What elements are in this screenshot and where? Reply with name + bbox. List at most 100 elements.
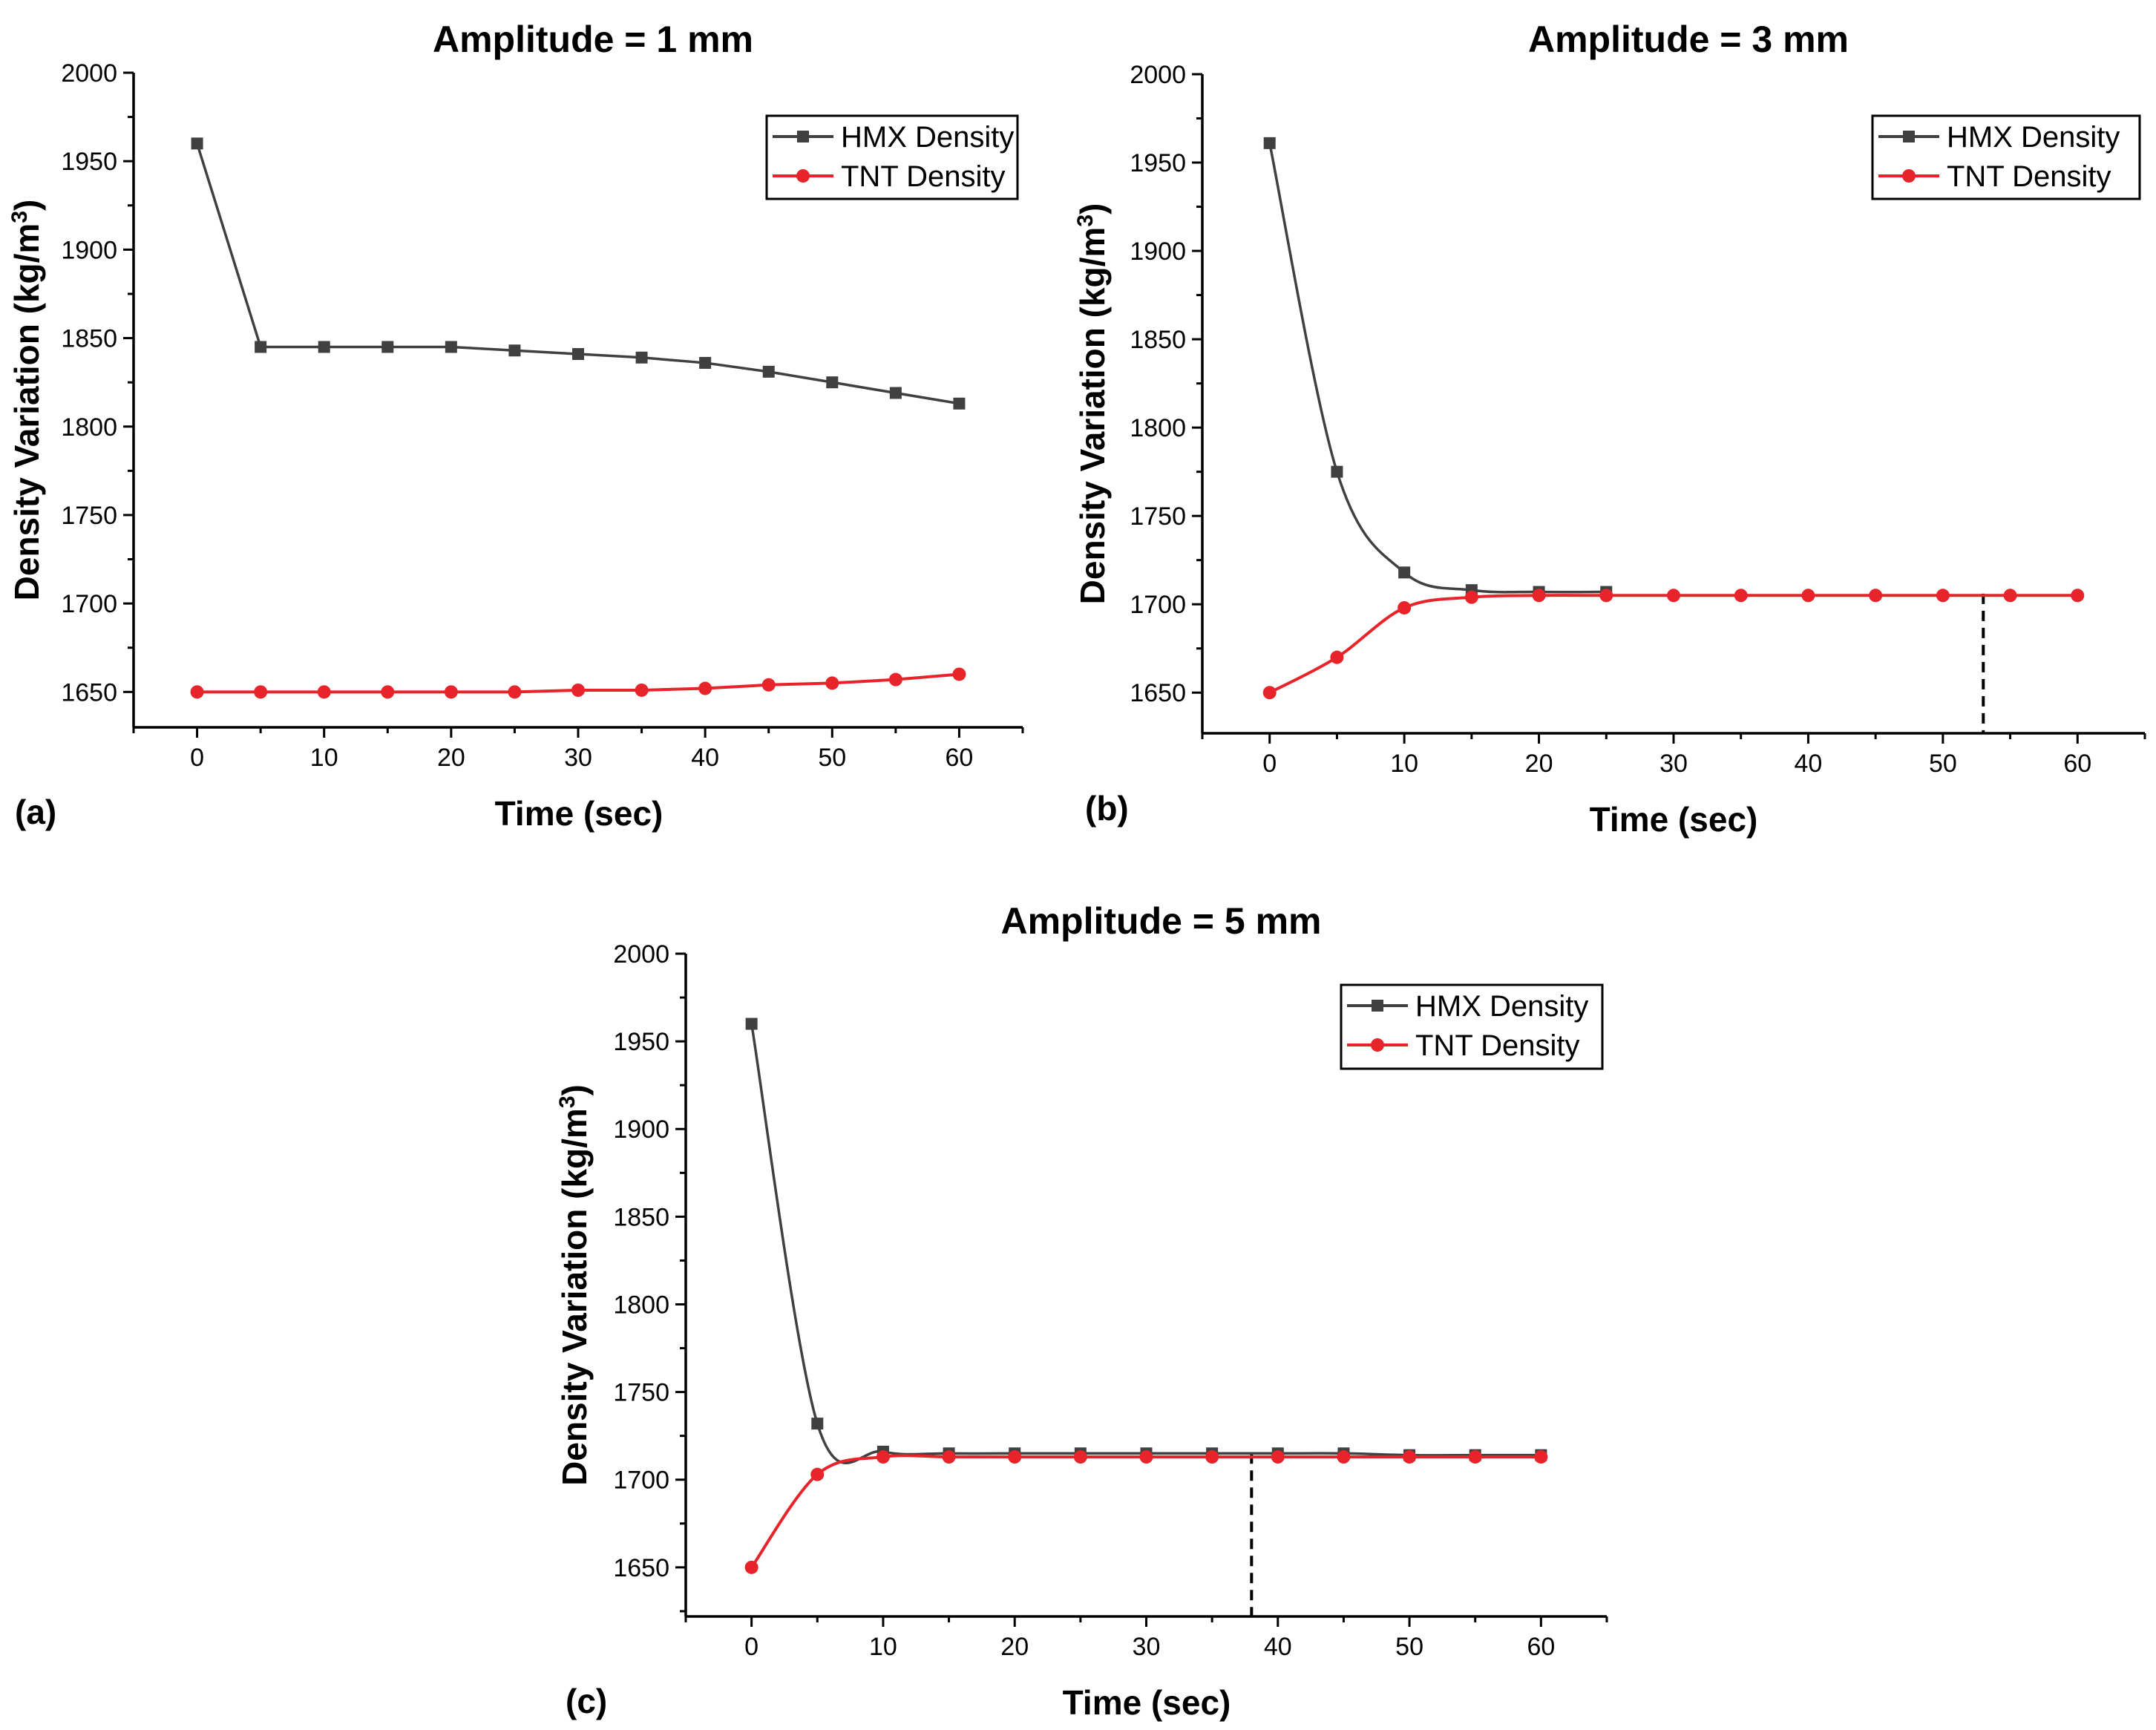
x-tick-label: 50 bbox=[1929, 750, 1957, 778]
y-axis-label-superscript: 3 bbox=[1073, 214, 1098, 227]
data-point bbox=[953, 397, 966, 410]
data-point bbox=[1337, 1450, 1351, 1464]
y-axis-label: Density Variation (kg/m3) bbox=[7, 200, 47, 601]
y-tick-label: 1800 bbox=[613, 1291, 669, 1319]
legend-box bbox=[765, 114, 1019, 200]
y-axis-label-end: ) bbox=[1073, 203, 1112, 214]
panel-label: (c) bbox=[566, 1682, 607, 1720]
series-tnt-density bbox=[190, 667, 966, 699]
legend: HMX Density TNT Density bbox=[765, 114, 1019, 200]
data-point bbox=[1599, 589, 1613, 603]
x-tick-label: 30 bbox=[564, 744, 592, 772]
data-point bbox=[381, 341, 394, 353]
series-line bbox=[750, 1454, 1541, 1569]
chart-title: Amplitude = 3 mm bbox=[1528, 19, 1849, 60]
panel-label: (a) bbox=[15, 793, 56, 831]
data-point bbox=[635, 351, 648, 364]
legend-label: HMX Density bbox=[1947, 121, 2120, 154]
chart-panel-0: Amplitude = 1 mm 1650 1700 1750 1800 1850 1900… bbox=[7, 19, 1024, 833]
legend: HMX Density TNT Density bbox=[1340, 983, 1604, 1070]
y-tick-label: 1700 bbox=[61, 590, 117, 618]
y-tick-label: 1650 bbox=[61, 678, 117, 707]
x-tick-label: 20 bbox=[1525, 750, 1553, 778]
legend-marker bbox=[796, 169, 810, 183]
data-point bbox=[888, 672, 902, 687]
legend-marker bbox=[1902, 169, 1916, 183]
x-tick-label: 60 bbox=[1527, 1633, 1555, 1661]
data-point bbox=[1331, 465, 1343, 478]
y-tick-label: 1750 bbox=[1130, 502, 1186, 531]
data-point bbox=[381, 685, 395, 699]
legend-label: TNT Density bbox=[841, 160, 1006, 193]
y-axis-label-superscript: 3 bbox=[7, 211, 32, 223]
data-point bbox=[508, 344, 521, 357]
y-tick-label: 1950 bbox=[613, 1028, 669, 1056]
x-tick-label: 30 bbox=[1133, 1633, 1161, 1661]
y-tick-label: 1800 bbox=[1130, 414, 1186, 442]
data-point bbox=[876, 1450, 890, 1464]
y-tick-label: 1750 bbox=[613, 1379, 669, 1407]
y-axis-label: Density Variation (kg/m3) bbox=[555, 1084, 594, 1486]
data-point bbox=[635, 683, 649, 697]
y-tick-label: 2000 bbox=[613, 940, 669, 969]
series-tnt-density bbox=[1262, 589, 2085, 700]
data-point bbox=[254, 685, 268, 699]
legend: HMX Density TNT Density bbox=[1871, 114, 2141, 200]
y-tick-label: 2000 bbox=[1130, 61, 1186, 89]
data-point bbox=[744, 1560, 758, 1574]
data-point bbox=[2003, 589, 2017, 603]
data-point bbox=[745, 1018, 758, 1030]
y-axis-label-main: Density Variation (kg/m bbox=[7, 223, 46, 601]
data-point bbox=[1403, 1450, 1417, 1464]
data-point bbox=[698, 681, 712, 695]
x-tick-label: 50 bbox=[1395, 1633, 1423, 1661]
chart-title: Amplitude = 1 mm bbox=[433, 19, 753, 60]
y-tick-label: 1950 bbox=[1130, 149, 1186, 177]
x-axis-label: Time (sec) bbox=[1590, 800, 1758, 839]
x-axis-label: Time (sec) bbox=[1063, 1683, 1231, 1722]
data-point bbox=[1869, 589, 1883, 603]
x-tick-label: 40 bbox=[1795, 750, 1823, 778]
data-point bbox=[1008, 1450, 1022, 1464]
legend-label: TNT Density bbox=[1415, 1029, 1580, 1062]
data-point bbox=[1534, 1450, 1548, 1464]
x-axis-label: Time (sec) bbox=[495, 794, 663, 833]
data-point bbox=[508, 685, 522, 699]
data-point bbox=[444, 685, 458, 699]
x-tick-label: 60 bbox=[2063, 750, 2091, 778]
data-point bbox=[317, 685, 331, 699]
data-point bbox=[1468, 1450, 1482, 1464]
y-tick-label: 1850 bbox=[613, 1203, 669, 1231]
series-line bbox=[1268, 594, 2078, 695]
series-line bbox=[1268, 142, 1607, 594]
x-tick-label: 40 bbox=[691, 744, 719, 772]
data-point bbox=[255, 341, 267, 353]
data-point bbox=[1073, 1450, 1087, 1464]
legend-label: TNT Density bbox=[1947, 160, 2111, 193]
panel-label: (b) bbox=[1085, 789, 1129, 828]
data-point bbox=[190, 685, 204, 699]
y-tick-label: 1650 bbox=[613, 1554, 669, 1582]
y-tick-label: 2000 bbox=[61, 59, 117, 88]
data-point bbox=[1205, 1450, 1219, 1464]
x-tick-label: 20 bbox=[437, 744, 465, 772]
y-tick-label: 1900 bbox=[61, 236, 117, 264]
data-point bbox=[571, 683, 585, 697]
x-tick-label: 10 bbox=[310, 744, 338, 772]
data-point bbox=[1734, 589, 1748, 603]
data-point bbox=[1139, 1450, 1153, 1464]
y-axis-label-superscript: 3 bbox=[555, 1095, 580, 1108]
data-point bbox=[1464, 590, 1478, 604]
data-point bbox=[699, 356, 712, 369]
legend-label: HMX Density bbox=[841, 121, 1014, 154]
legend-marker bbox=[1371, 1038, 1384, 1052]
data-point bbox=[1262, 686, 1277, 700]
x-tick-label: 0 bbox=[744, 1633, 758, 1661]
y-tick-label: 1750 bbox=[61, 502, 117, 530]
y-tick-label: 1700 bbox=[1130, 591, 1186, 619]
data-point bbox=[1263, 137, 1276, 149]
data-point bbox=[1936, 589, 1950, 603]
y-tick-label: 1950 bbox=[61, 148, 117, 176]
series-hmx-density bbox=[745, 1018, 1547, 1464]
y-tick-label: 1900 bbox=[613, 1115, 669, 1144]
